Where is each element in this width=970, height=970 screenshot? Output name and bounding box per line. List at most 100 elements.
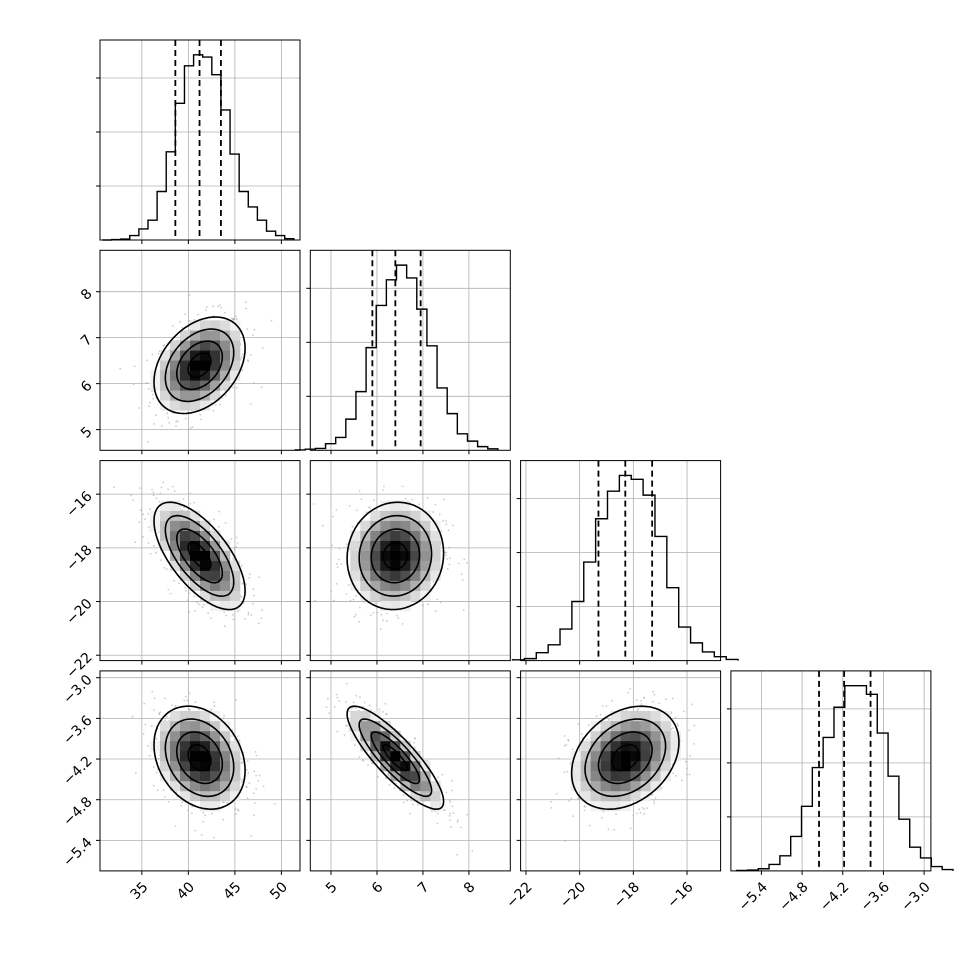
density-cell [390, 750, 401, 762]
density-cell [380, 520, 391, 531]
density-cell [210, 560, 221, 571]
density-cell [190, 570, 201, 581]
scatter-point [449, 812, 451, 815]
scatter-point [144, 723, 147, 726]
scatter-point [232, 559, 235, 561]
density-cell [180, 720, 191, 732]
scatter-point [224, 522, 227, 524]
scatter-point [643, 812, 646, 815]
density-cell [210, 320, 221, 331]
density-cell [160, 350, 171, 361]
density-cell [410, 570, 421, 581]
scatter-point [438, 513, 441, 516]
density-cell [230, 740, 241, 752]
density-cell [660, 710, 671, 722]
density-cell [220, 350, 231, 361]
density-cell [400, 600, 411, 611]
density-cell [620, 750, 631, 762]
scatter-point [693, 743, 695, 745]
scatter-point [152, 766, 155, 768]
scatter-point [336, 730, 338, 733]
contour-line [358, 514, 433, 597]
density-cell [220, 380, 231, 391]
density-cell [220, 560, 231, 571]
density-cell [590, 730, 601, 742]
density-cell [190, 360, 201, 371]
scatter-point [359, 606, 361, 609]
scatter-point [252, 792, 255, 795]
density-cell [370, 540, 381, 551]
scatter-point [385, 619, 388, 622]
scatter-point [160, 486, 163, 489]
scatter-point [211, 812, 214, 815]
scatter-point [247, 611, 250, 614]
density-cell [420, 510, 431, 521]
density-cell [180, 360, 191, 371]
scatter-point [235, 315, 237, 318]
density-cell [400, 570, 411, 581]
scatter-point [369, 709, 372, 711]
scatter-point [235, 813, 238, 815]
density-cell [370, 710, 381, 722]
scatter-point [210, 708, 213, 711]
x-tick-label: −22 [503, 879, 535, 911]
scatter-point [245, 786, 248, 788]
scatter-point [550, 807, 553, 809]
scatter-point [566, 770, 569, 773]
density-cell [180, 330, 191, 341]
x-tick-label: −16 [664, 879, 696, 911]
scatter-point [652, 690, 654, 693]
y-tick-label: −3.6 [60, 713, 95, 748]
density-cell [630, 780, 641, 792]
y-tick-label: −16 [63, 488, 95, 520]
density-cell [660, 730, 671, 742]
scatter-point [451, 789, 453, 792]
scatter-point [217, 525, 220, 528]
scatter-point [335, 582, 338, 585]
scatter-point [367, 764, 369, 766]
density-cell [160, 760, 171, 772]
scatter-point [232, 613, 234, 616]
density-cell [200, 400, 211, 411]
scatter-point [241, 779, 244, 781]
scatter-point [432, 580, 435, 583]
density-cell [230, 340, 241, 351]
scatter-point [352, 598, 355, 601]
scatter-point [312, 503, 315, 505]
density-cell [420, 760, 431, 772]
density-cell [180, 370, 191, 381]
density-cell [600, 800, 611, 812]
scatter-point [564, 839, 567, 842]
density-cell [180, 560, 191, 571]
scatter-point [197, 708, 200, 711]
scatter-point [689, 754, 692, 757]
scatter-point [450, 826, 453, 828]
density-cell [200, 560, 211, 571]
scatter-point [241, 761, 244, 763]
scatter-point [148, 405, 150, 408]
density-cell [610, 760, 621, 772]
density-cell [620, 710, 631, 722]
scatter-point [445, 791, 448, 794]
density-cell [390, 570, 401, 581]
density-cell [210, 340, 221, 351]
density-cell [420, 520, 431, 531]
scatter-point [202, 820, 205, 823]
density-cell [650, 780, 661, 792]
density-cell [380, 600, 391, 611]
density-cell [590, 770, 601, 782]
density-cell [200, 370, 211, 381]
density-cell [200, 320, 211, 331]
density-cell [640, 710, 651, 722]
scatter-point [362, 601, 365, 603]
scatter-point [384, 713, 387, 715]
density-cell [220, 320, 231, 331]
x-tick-label: −3.0 [898, 879, 933, 914]
density-cell [650, 730, 661, 742]
scatter-point [457, 819, 459, 822]
scatter-point [213, 836, 215, 839]
scatter-point [571, 748, 574, 750]
scatter-point [641, 807, 644, 809]
contour-line [370, 731, 421, 785]
scatter-point [180, 804, 182, 807]
